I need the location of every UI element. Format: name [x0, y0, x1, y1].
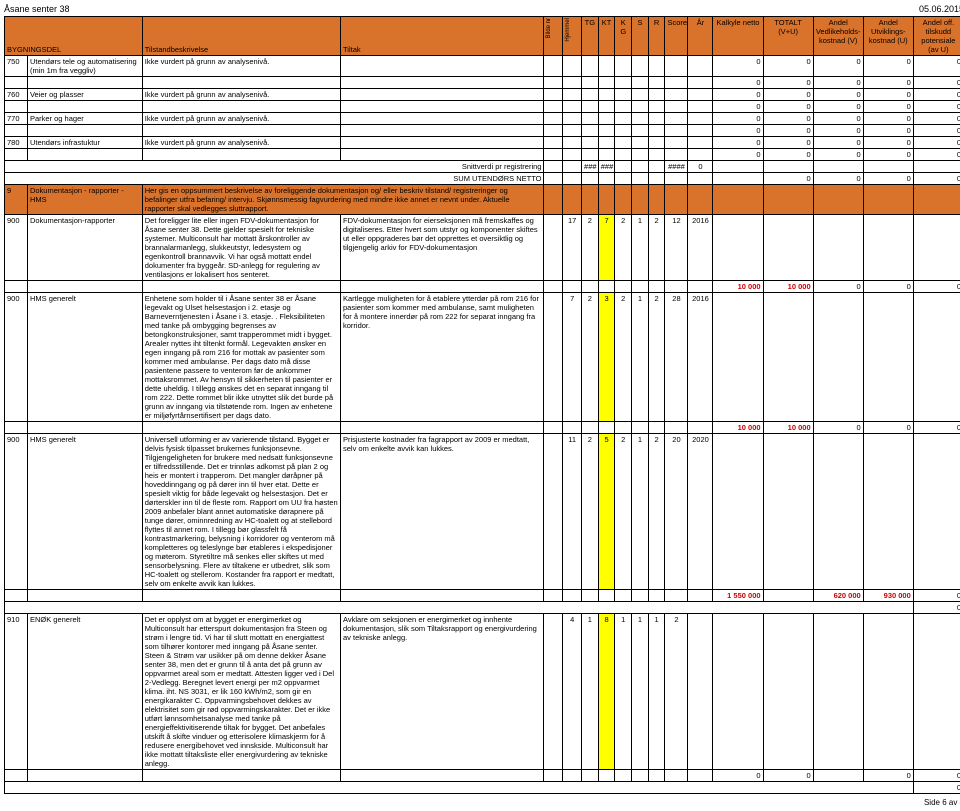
row-900a-sum: 10 000 10 000 0 0 0 [5, 281, 960, 293]
row-900b: 900 HMS generelt Enhetene som holder til… [5, 293, 960, 422]
col-tilstand: Tilstandbeskrivelse [142, 17, 340, 56]
row-900c-sum2: 0 [5, 602, 960, 614]
page-header: Åsane senter 38 05.06.2015 [4, 4, 960, 14]
row-900a: 900 Dokumentasjon-rapporter Det foreligg… [5, 215, 960, 281]
col-utv: Andel Utviklings-kostnad (U) [863, 17, 913, 56]
table-row: 00000 [5, 125, 960, 137]
row-910-sum2: 0 [5, 782, 960, 794]
header-left: Åsane senter 38 [4, 4, 70, 14]
col-totalt: TOTALT (V+U) [763, 17, 813, 56]
col-tiltak: Tiltak [341, 17, 544, 56]
main-table: BYGNINGSDEL Tilstandbeskrivelse Tiltak B… [4, 16, 960, 794]
col-r: R [648, 17, 665, 56]
header-right: 05.06.2015 [919, 4, 960, 14]
table-row: 00000 [5, 101, 960, 113]
table-row: 760Veier og plasserIkke vurdert på grunn… [5, 89, 960, 101]
col-kt: KT [598, 17, 615, 56]
row-900b-sum: 10 000 10 000 0 0 0 [5, 422, 960, 434]
sum-row: SUM UTENDØRS NETTO 0 0 0 0 [5, 173, 960, 185]
table-row: 770Parker og hagerIkke vurdert på grunn … [5, 113, 960, 125]
col-hjemmel: Hjemmel [563, 17, 582, 56]
col-ar: År [688, 17, 713, 56]
table-row: 750Utendørs tele og automatisering (min … [5, 56, 960, 77]
col-s: S [632, 17, 649, 56]
row-910: 910 ENØK generelt Det er opplyst om at b… [5, 614, 960, 770]
col-vedl: Andel Vedlikeholds-kostnad (V) [813, 17, 863, 56]
table-row: 780Utendørs infrastukturIkke vurdert på … [5, 137, 960, 149]
row-900c: 900 HMS generelt Universell utforming er… [5, 434, 960, 590]
col-kalk: Kalkyle netto [713, 17, 763, 56]
col-bygningsdel: BYGNINGSDEL [5, 17, 143, 56]
col-score: Score [665, 17, 688, 56]
col-kg: K G [615, 17, 632, 56]
row-910-sum: 0 0 0 0 [5, 770, 960, 782]
col-tg: TG [582, 17, 599, 56]
row-900c-sum: 1 550 000 620 000 930 000 0 [5, 590, 960, 602]
table-row: 00000 [5, 77, 960, 89]
snitt-row: Snittverdi pr registrering ### ### #### … [5, 161, 960, 173]
col-off: Andel off. tilskudd potensiale (av U) [913, 17, 960, 56]
col-bilde: Bilde nr [544, 17, 563, 56]
header-row: BYGNINGSDEL Tilstandbeskrivelse Tiltak B… [5, 17, 960, 56]
section-9-header: 9 Dokumentasjon - rapporter - HMS Her gi… [5, 185, 960, 215]
table-row: 00000 [5, 149, 960, 161]
page-footer: Side 6 av 8 [4, 798, 960, 807]
